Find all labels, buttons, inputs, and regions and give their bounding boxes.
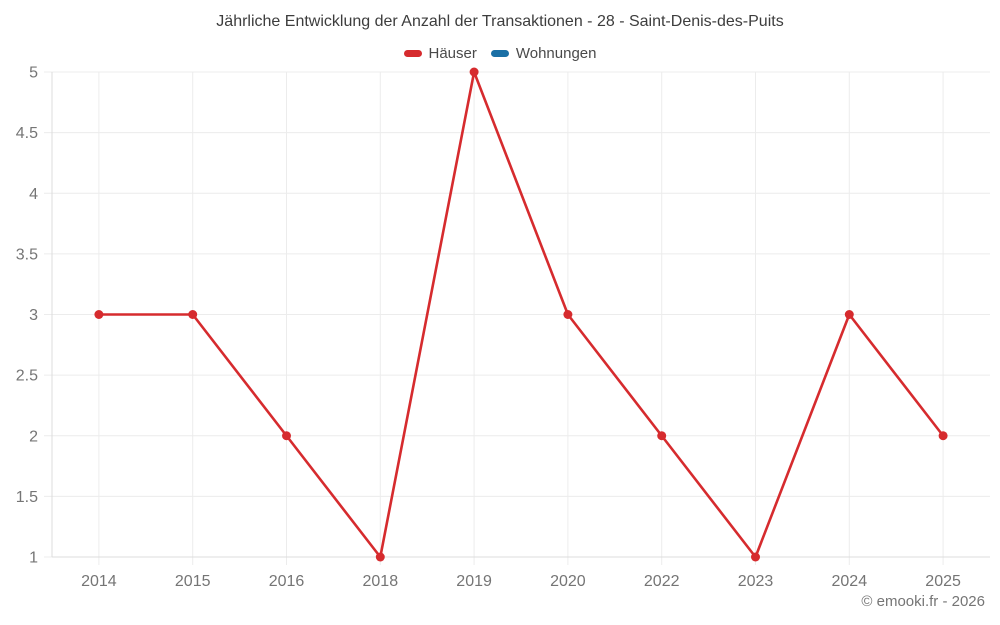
data-point[interactable] (94, 310, 104, 319)
data-point[interactable] (188, 310, 198, 319)
y-axis-tick-label: 3.5 (16, 246, 38, 263)
x-axis-tick-label: 2018 (363, 573, 399, 590)
data-point[interactable] (375, 552, 385, 562)
series-line-häuser (97, 70, 945, 559)
data-point[interactable] (844, 310, 854, 319)
x-axis-tick-label: 2025 (925, 573, 961, 590)
legend-swatch-icon (403, 50, 422, 57)
x-axis-tick-label: 2014 (81, 573, 117, 590)
data-point[interactable] (751, 552, 760, 562)
data-point[interactable] (282, 431, 291, 441)
y-axis-tick-label: 2 (29, 428, 38, 445)
data-point[interactable] (938, 431, 948, 441)
legend-item-wohnungen[interactable]: Wohnungen (490, 45, 597, 62)
legend-label: Häuser (428, 45, 477, 62)
y-axis-tick-label: 1.5 (16, 489, 38, 506)
x-axis-tick-label: 2019 (456, 573, 492, 590)
x-axis-tick-label: 2023 (738, 573, 774, 590)
legend-swatch-icon (490, 50, 509, 57)
y-axis-tick-label: 5 (29, 65, 38, 82)
data-point[interactable] (563, 310, 573, 319)
chart-title: Jährliche Entwicklung der Anzahl der Tra… (216, 13, 784, 30)
x-axis-tick-label: 2024 (832, 573, 868, 590)
data-point[interactable] (469, 67, 479, 77)
x-axis-tick-label: 2016 (269, 573, 305, 590)
y-axis-tick-label: 4 (29, 186, 38, 203)
y-axis-tick-label: 3 (29, 307, 38, 324)
y-axis-tick-label: 4.5 (16, 125, 38, 142)
x-axis-tick-label: 2015 (175, 573, 211, 590)
legend-label: Wohnungen (515, 45, 597, 62)
x-axis-tick-label: 2020 (550, 573, 586, 590)
data-point[interactable] (657, 431, 667, 441)
y-axis-tick-label: 1 (29, 550, 38, 567)
footer-credit: © emooki.fr - 2026 (861, 593, 985, 610)
legend: Häuser Wohnungen (0, 45, 1000, 62)
legend-item-häuser[interactable]: Häuser (403, 45, 477, 62)
y-axis-tick-label: 2.5 (16, 368, 38, 385)
x-axis-tick-label: 2022 (644, 573, 680, 590)
